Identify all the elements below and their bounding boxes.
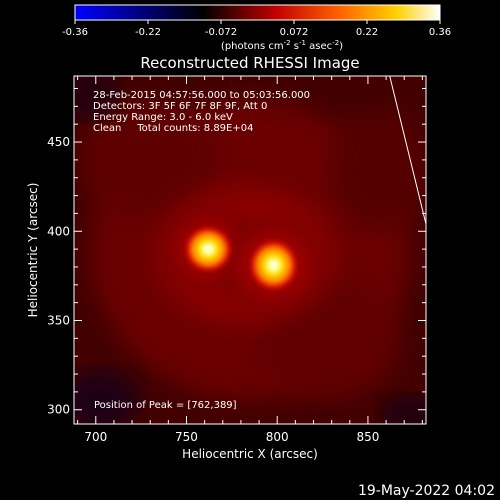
- unit-part-5: -2: [332, 39, 339, 47]
- chart-title: Reconstructed RHESSI Image: [140, 54, 359, 72]
- emission-source: [244, 235, 303, 296]
- diffuse-dark-patch: [380, 395, 426, 424]
- colorbar: [74, 4, 441, 21]
- emission-source: [180, 222, 237, 277]
- annotation-detectors: Detectors: 3F 5F 6F 7F 8F 9F, Att 0: [93, 101, 267, 112]
- annotation-time-range: 28-Feb-2015 04:57:56.000 to 05:03:56.000: [93, 90, 310, 101]
- plot-frame: [73, 75, 427, 425]
- colorbar-tick-label: -0.36: [62, 27, 88, 38]
- y-tick-label: 450: [47, 135, 70, 149]
- diffuse-emission: [80, 100, 220, 220]
- annotation-clean-counts: Clean Total counts: 8.89E+04: [93, 123, 253, 134]
- diffuse-dark-patch: [74, 76, 120, 120]
- footer-timestamp: 19-May-2022 04:02: [358, 483, 495, 499]
- solar-limb-line: [389, 76, 426, 225]
- y-tick-label: 350: [47, 313, 70, 327]
- x-tick-label: 700: [84, 430, 107, 444]
- unit-part-3: -1: [299, 39, 306, 47]
- diffuse-emission: [330, 110, 426, 230]
- colorbar-tick-label: 0.36: [429, 27, 451, 38]
- colorbar-tick-label: 0.22: [356, 27, 378, 38]
- x-axis: 700 750 800 850: [77, 76, 423, 444]
- heatmap-image: [74, 76, 426, 424]
- colorbar-unit-label: (photons cm-2 s-1 asec-2): [221, 39, 343, 52]
- diffuse-dark-patch: [74, 370, 140, 424]
- unit-part-1: -2: [284, 39, 291, 47]
- peak-position-label: Position of Peak = [762,389]: [94, 400, 237, 411]
- unit-part-4: asec: [306, 41, 332, 52]
- colorbar-tick-label: -0.22: [135, 27, 161, 38]
- y-axis-label: Heliocentric Y (arcsec): [26, 183, 40, 318]
- x-tick-label: 850: [356, 430, 379, 444]
- y-axis: 300 350 400 450: [47, 87, 426, 417]
- colorbar-tick-label: 0.072: [280, 27, 309, 38]
- unit-part-6: ): [339, 41, 343, 52]
- y-tick-label: 400: [47, 224, 70, 238]
- x-tick-label: 800: [266, 430, 289, 444]
- y-tick-label: 300: [47, 403, 70, 417]
- unit-part-2: s: [291, 41, 299, 52]
- x-tick-label: 750: [175, 430, 198, 444]
- annotation-energy-range: Energy Range: 3.0 - 6.0 keV: [93, 112, 233, 123]
- x-axis-label: Heliocentric X (arcsec): [182, 447, 318, 461]
- unit-part-0: (photons cm: [221, 41, 284, 52]
- colorbar-ticks: -0.36 -0.22 -0.072 0.072 0.22 0.36: [62, 20, 451, 38]
- colorbar-tick-label: -0.072: [205, 27, 237, 38]
